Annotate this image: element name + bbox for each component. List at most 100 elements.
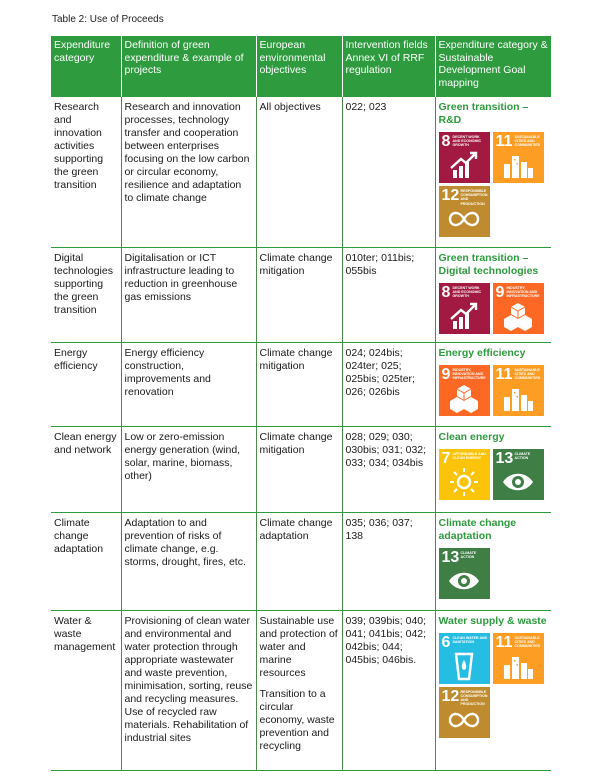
objective-text: Climate change adaptation — [259, 516, 333, 542]
sdg-category-title: Green transition – R&D — [438, 101, 529, 126]
sdg-label: Industry, innovation and infrastructure — [506, 285, 540, 298]
sdg-tile-11: 11 Sustainable cities and communities — [492, 364, 544, 416]
sdg-category-title: Water supply & waste — [438, 614, 547, 627]
sdg-label: Climate action — [514, 451, 531, 460]
table-row: Water & waste management Provisioning of … — [51, 610, 551, 771]
cell-definition: Adaptation to and prevention of risks of… — [120, 512, 256, 611]
earth-eye-icon — [448, 572, 479, 589]
cell-definition: Research and innovation processes, techn… — [120, 97, 256, 248]
cell-category: Clean energy and network — [51, 426, 121, 513]
cell-objectives: All objectives — [255, 97, 342, 248]
sdg-label: Industry, innovation and infrastructure — [452, 367, 486, 380]
use-of-proceeds-table: Expenditure category Definition of green… — [51, 36, 551, 771]
sdg-number: 7 — [441, 449, 451, 467]
table-row: Clean energy and network Low or zero-emis… — [51, 426, 551, 513]
objective-text: Climate change mitigation — [259, 251, 333, 277]
cell-category: Water & waste management — [51, 610, 121, 771]
sdg-tile-12: 12 Responsible consumption and production — [438, 186, 490, 237]
sdg-number: 9 — [441, 365, 451, 383]
water-glass-icon — [454, 652, 473, 680]
sdg-number: 8 — [441, 133, 451, 150]
sdg-tile-13: 13 Climate action — [492, 448, 544, 500]
sdg-number: 8 — [441, 283, 451, 301]
sdg-label: Responsible consumption and production — [460, 689, 488, 707]
cell-intervention-fields: 022; 023 — [341, 97, 435, 248]
cell-sdg-mapping: Green transition – Digital technologies 8… — [434, 247, 551, 343]
cell-objectives: Climate change mitigation — [255, 247, 342, 343]
sdg-tile-9: 9 Industry, innovation and infrastructure — [492, 282, 544, 334]
table-header-row: Expenditure category Definition of green… — [51, 36, 551, 97]
sdg-tiles: 9 Industry, innovation and infrastructure… — [438, 364, 547, 416]
sdg-category-title: Clean energy — [438, 430, 505, 443]
header-intervention-fields: Intervention fields Annex VI of RRF regu… — [341, 36, 435, 97]
sdg-number: 13 — [495, 449, 514, 467]
city-buildings-icon — [503, 388, 533, 411]
infinity-loop-icon — [448, 712, 479, 727]
cubes-icon — [503, 302, 532, 331]
sdg-number: 6 — [441, 633, 451, 651]
sdg-tile-7: 7 Affordable and clean energy — [438, 448, 490, 500]
sdg-category-title: Green transition – Digital technologies — [438, 251, 539, 277]
objective-text-secondary: Transition to a circular economy, waste … — [259, 687, 335, 752]
sdg-number: 11 — [495, 633, 513, 651]
cell-intervention-fields: 028; 029; 030; 030bis; 031; 032; 033; 03… — [341, 426, 435, 513]
sdg-tile-6: 6 Clean water and sanitation — [438, 632, 490, 684]
sdg-tile-8: 8 Decent work and economic growth — [438, 132, 490, 183]
city-buildings-icon — [503, 656, 533, 679]
sdg-tile-12: 12 Responsible consumption and production — [438, 686, 490, 738]
sdg-category-title: Climate change adaptation — [438, 516, 517, 542]
sdg-tiles: 6 Clean water and sanitation 11 Sustainable… — [438, 632, 547, 738]
table-row: Climate change adaptation Adaptation to a… — [51, 512, 551, 611]
cell-intervention-fields: 010ter; 011bis; 055bis — [341, 247, 435, 343]
objective-text: Sustainable use and protection of water … — [259, 614, 338, 679]
growth-chart-icon — [449, 151, 477, 178]
sdg-label: Climate action — [460, 550, 477, 559]
sdg-label: Sustainable cities and communities — [514, 135, 541, 148]
cell-intervention-fields: 039; 039bis; 040; 041; 041bis; 042; 042b… — [341, 610, 435, 771]
cell-definition: Low or zero-emission energy generation (… — [120, 426, 256, 513]
sdg-tile-9: 9 Industry, innovation and infrastructure — [438, 364, 490, 416]
sdg-label: Responsible consumption and production — [460, 189, 488, 206]
earth-eye-icon — [502, 473, 533, 490]
table-caption: Table 2: Use of Proceeds — [52, 14, 164, 25]
sdg-label: Sustainable cities and communities — [514, 635, 541, 648]
cell-category: Energy efficiency — [51, 342, 121, 427]
sdg-tiles: 7 Affordable and clean energy 13 Climate ac… — [438, 448, 547, 500]
cell-definition: Provisioning of clean water and environm… — [120, 610, 256, 771]
cell-sdg-mapping: Energy efficiency 9 Industry, innovation a… — [434, 342, 551, 427]
sdg-number: 9 — [495, 283, 505, 301]
sdg-tiles: 8 Decent work and economic growth 9 Industr… — [438, 282, 547, 334]
sdg-label: Decent work and economic growth — [452, 135, 482, 148]
cell-category: Climate change adaptation — [51, 512, 121, 611]
growth-chart-icon — [449, 302, 477, 329]
sdg-number: 12 — [441, 687, 460, 705]
cell-definition: Digitalisation or ICT infrastructure lea… — [120, 247, 256, 343]
sdg-number: 11 — [495, 365, 513, 383]
sdg-tiles: 13 Climate action — [438, 547, 547, 599]
cell-category: Digital technologies supporting the gree… — [51, 247, 121, 343]
cell-category: Research and innovation activities suppo… — [51, 97, 121, 248]
sdg-tile-8: 8 Decent work and economic growth — [438, 282, 490, 334]
sdg-tile-13: 13 Climate action — [438, 547, 490, 599]
cell-sdg-mapping: Water supply & waste 6 Clean water and san… — [434, 610, 551, 771]
sdg-label: Clean water and sanitation — [452, 635, 488, 644]
sdg-tiles: 8 Decent work and economic growth 11 Sustai… — [438, 132, 547, 237]
header-objectives: European environmental objectives — [255, 36, 342, 97]
cell-sdg-mapping: Clean energy 7 Affordable and clean energy… — [434, 426, 551, 513]
sdg-label: Decent work and economic growth — [452, 285, 482, 298]
cell-intervention-fields: 024; 024bis; 024ter; 025; 025bis; 025ter… — [341, 342, 435, 427]
sdg-tile-11: 11 Sustainable cities and communities — [492, 632, 544, 684]
cell-definition: Energy efficiency construction, improvem… — [120, 342, 256, 427]
cubes-icon — [449, 384, 478, 413]
cell-sdg-mapping: Green transition – R&D 8 Decent work and e… — [434, 97, 551, 248]
infinity-loop-icon — [448, 211, 479, 227]
cell-intervention-fields: 035; 036; 037; 138 — [341, 512, 435, 611]
sdg-tile-11: 11 Sustainable cities and communities — [492, 132, 544, 183]
sdg-label: Sustainable cities and communities — [514, 367, 541, 380]
sdg-number: 11 — [495, 133, 513, 150]
sdg-number: 12 — [441, 187, 460, 204]
sdg-number: 13 — [441, 548, 460, 566]
cell-objectives: Climate change mitigation — [255, 342, 342, 427]
cell-objectives: Sustainable use and protection of water … — [255, 610, 342, 771]
objective-text: Climate change mitigation — [259, 430, 333, 456]
